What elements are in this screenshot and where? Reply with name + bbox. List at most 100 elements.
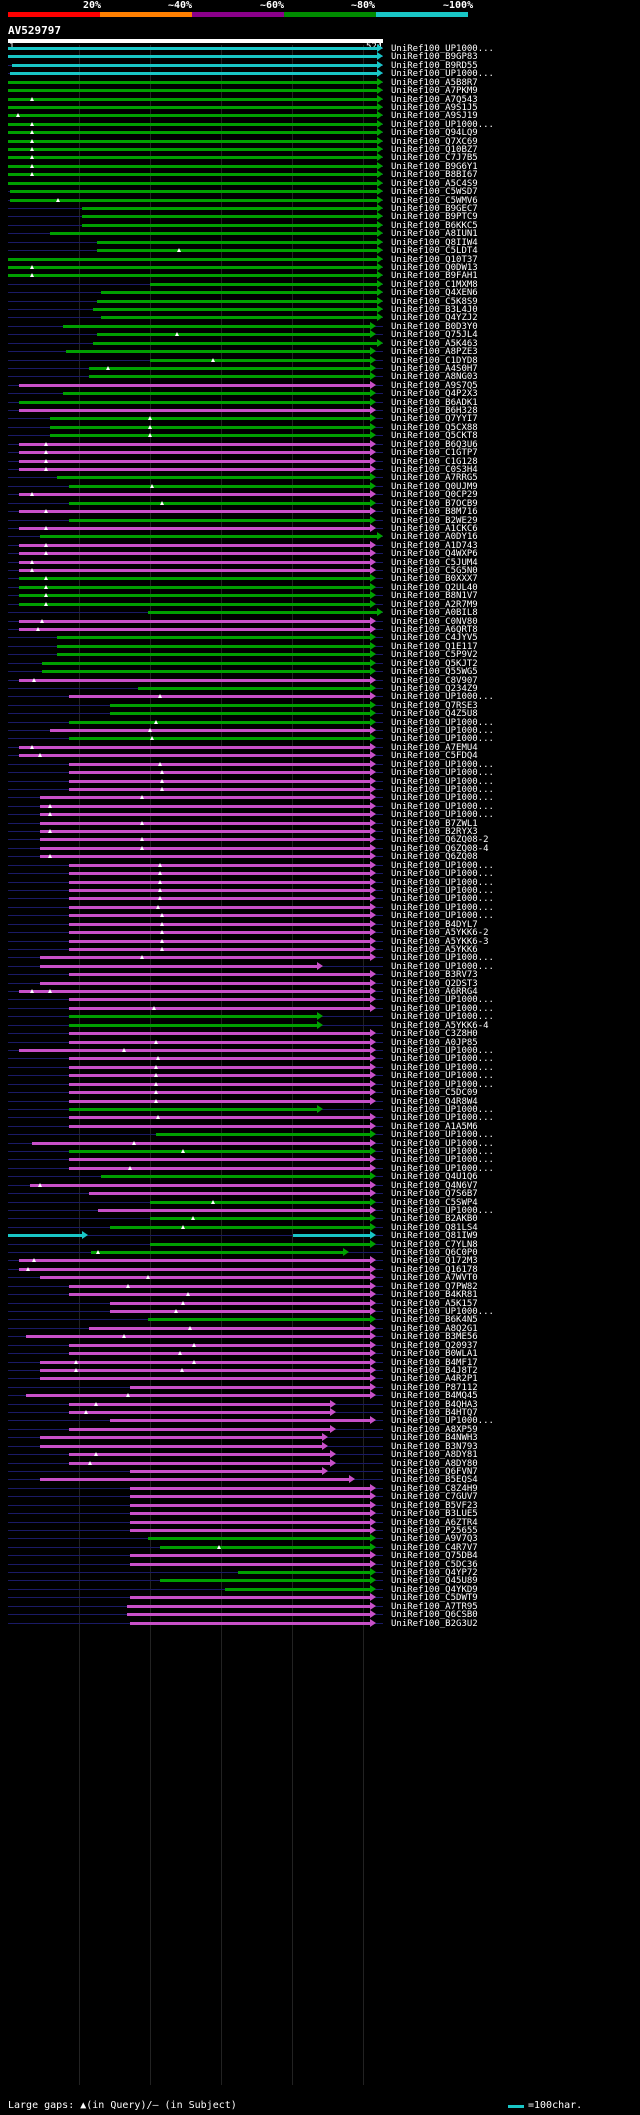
alignment-bar[interactable] (69, 1293, 371, 1297)
hit-id-link[interactable]: UniRef100_UP1000... (391, 961, 494, 972)
alignment-bar[interactable] (69, 737, 371, 741)
alignment-bar[interactable] (40, 1360, 371, 1364)
alignment-bar[interactable] (89, 1326, 371, 1330)
alignment-bar[interactable] (69, 1107, 318, 1111)
hit-id-link[interactable]: UniRef100_A5YKK6-2 (391, 928, 489, 939)
alignment-bar[interactable] (69, 939, 371, 943)
alignment-bar[interactable] (40, 804, 371, 808)
alignment-bar[interactable] (69, 484, 371, 488)
hit-id-link[interactable]: UniRef100_Q4N6V7 (391, 1180, 478, 1191)
hit-id-link[interactable]: UniRef100_Q55WG5 (391, 667, 478, 678)
hit-id-link[interactable]: UniRef100_Q10BZ7 (391, 145, 478, 156)
hit-id-link[interactable]: UniRef100_UP1000... (391, 1104, 494, 1115)
hit-id-link[interactable]: UniRef100_UP1000... (391, 1079, 494, 1090)
hit-id-link[interactable]: UniRef100_UP1000... (391, 995, 494, 1006)
hit-id-link[interactable]: UniRef100_UP1000... (391, 692, 494, 703)
alignment-bar[interactable] (40, 1368, 371, 1372)
hit-id-link[interactable]: UniRef100_Q6FVN7 (391, 1466, 478, 1477)
hit-id-link[interactable]: UniRef100_UP1000... (391, 1012, 494, 1023)
alignment-bar[interactable] (8, 131, 378, 135)
hit-id-link[interactable]: UniRef100_UP1000... (391, 1130, 494, 1141)
alignment-bar[interactable] (40, 1444, 323, 1448)
hit-id-link[interactable]: UniRef100_B7OCB9 (391, 498, 478, 509)
alignment-bar[interactable] (19, 585, 371, 589)
alignment-bar[interactable] (8, 47, 378, 50)
hit-id-link[interactable]: UniRef100_Q6ZQ08-4 (391, 843, 489, 854)
hit-id-link[interactable]: UniRef100_UP1000... (391, 734, 494, 745)
hit-id-link[interactable]: UniRef100_Q75JL4 (391, 330, 478, 341)
alignment-bar[interactable] (40, 821, 371, 825)
hit-id-link[interactable]: UniRef100_A2R7M9 (391, 599, 478, 610)
hit-id-link[interactable]: UniRef100_Q7S6B7 (391, 1189, 478, 1200)
alignment-bar[interactable] (69, 1461, 331, 1465)
alignment-bar[interactable] (69, 1150, 371, 1154)
hit-id-link[interactable]: UniRef100_UP1000... (391, 1054, 494, 1065)
alignment-bar[interactable] (110, 1310, 371, 1313)
alignment-bar[interactable] (69, 501, 371, 505)
alignment-bar[interactable] (12, 63, 378, 67)
alignment-bar[interactable] (69, 889, 371, 892)
alignment-bar[interactable] (98, 1208, 371, 1212)
hit-id-link[interactable]: UniRef100_A9SJ19 (391, 111, 478, 122)
hit-id-link[interactable]: UniRef100_B9RD55 (391, 60, 478, 71)
hit-id-link[interactable]: UniRef100_UP1000... (391, 953, 494, 964)
hit-id-link[interactable]: UniRef100_A7Q543 (391, 94, 478, 105)
alignment-bar[interactable] (8, 139, 378, 143)
alignment-bar[interactable] (127, 1613, 371, 1617)
alignment-bar[interactable] (150, 1242, 371, 1246)
alignment-bar[interactable] (26, 1394, 371, 1398)
hit-id-link[interactable]: UniRef100_UP1000... (391, 869, 494, 880)
hit-id-link[interactable]: UniRef100_P25655 (391, 1525, 478, 1536)
alignment-bar[interactable] (50, 425, 371, 429)
alignment-bar[interactable] (69, 1343, 371, 1347)
alignment-bar[interactable] (69, 1082, 371, 1086)
hit-id-link[interactable]: UniRef100_Q4WXP6 (391, 549, 478, 560)
alignment-bar[interactable] (19, 451, 371, 455)
hit-id-link[interactable]: UniRef100_C0S3H4 (391, 465, 478, 475)
hit-id-link[interactable]: UniRef100_B0XXX7 (391, 574, 478, 585)
hit-id-link[interactable]: UniRef100_B4QHA3 (391, 1399, 478, 1410)
alignment-bar[interactable] (110, 712, 371, 716)
hit-id-link[interactable]: UniRef100_C5G5N0 (391, 566, 478, 577)
hit-id-link[interactable]: UniRef100_C1GTP7 (391, 448, 478, 459)
alignment-bar[interactable] (69, 787, 371, 791)
hit-id-link[interactable]: UniRef100_Q75DB4 (391, 1551, 478, 1562)
alignment-bar[interactable] (19, 990, 371, 994)
hit-id-link[interactable]: UniRef100_B6H328 (391, 406, 478, 417)
alignment-bar[interactable] (69, 771, 371, 775)
hit-id-link[interactable]: UniRef100_UP1000... (391, 793, 494, 804)
alignment-bar[interactable] (89, 375, 371, 379)
hit-id-link[interactable]: UniRef100_Q81LS4 (391, 1222, 478, 1233)
alignment-bar[interactable] (130, 1528, 371, 1532)
alignment-bar[interactable] (93, 308, 378, 312)
hit-id-link[interactable]: UniRef100_B4J8T2 (391, 1365, 478, 1376)
alignment-bar[interactable] (69, 947, 371, 951)
hit-id-link[interactable]: UniRef100_B6Q3U6 (391, 439, 478, 450)
hit-id-link[interactable]: UniRef100_C8Z4H9 (391, 1483, 478, 1494)
hit-id-link[interactable]: UniRef100_Q7YYI7 (391, 414, 478, 425)
alignment-bar[interactable] (101, 316, 378, 320)
hit-id-link[interactable]: UniRef100_C5P9V2 (391, 650, 478, 661)
hit-id-link[interactable]: UniRef100_Q1E117 (391, 641, 478, 652)
hit-id-link[interactable]: UniRef100_Q6C0P0 (391, 1248, 478, 1259)
hit-id-link[interactable]: UniRef100_Q172M3 (391, 1256, 478, 1267)
hit-id-link[interactable]: UniRef100_UP1000... (391, 1113, 494, 1124)
alignment-bar[interactable] (19, 442, 371, 446)
alignment-bar[interactable] (69, 1411, 331, 1415)
hit-id-link[interactable]: UniRef100_UP1000... (391, 784, 494, 795)
hit-id-link[interactable]: UniRef100_B5EQS4 (391, 1475, 478, 1486)
hit-id-link[interactable]: UniRef100_Q4P2X3 (391, 389, 478, 400)
hit-id-link[interactable]: UniRef100_C7J7B5 (391, 153, 478, 164)
alignment-bar[interactable] (69, 931, 371, 935)
hit-id-link[interactable]: UniRef100_B4KR81 (391, 1290, 478, 1301)
alignment-bar[interactable] (42, 670, 371, 674)
hit-id-link[interactable]: UniRef100_A5YKK6-4 (391, 1020, 489, 1031)
alignment-bar[interactable] (8, 257, 378, 261)
hit-id-link[interactable]: UniRef100_Q5KJT2 (391, 658, 478, 669)
hit-id-link[interactable]: UniRef100_UP1000... (391, 902, 494, 913)
alignment-bar[interactable] (50, 729, 371, 733)
alignment-bar[interactable] (69, 897, 371, 901)
alignment-bar[interactable] (130, 1385, 371, 1389)
hit-id-link[interactable]: UniRef100_Q4XEN6 (391, 288, 478, 299)
hit-id-link[interactable]: UniRef100_A5B8R7 (391, 77, 478, 88)
